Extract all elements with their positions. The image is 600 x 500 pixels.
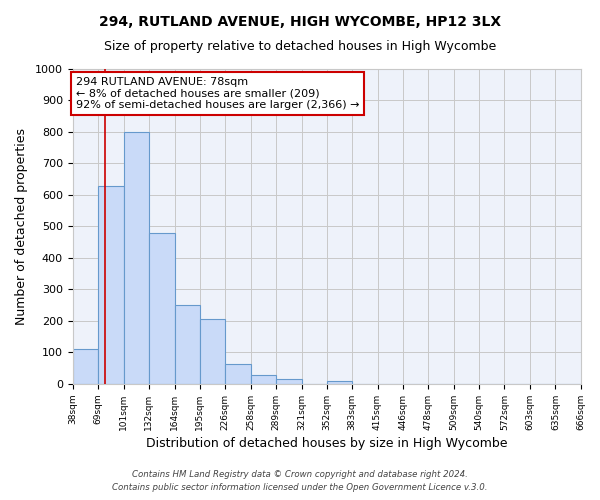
Bar [149,233,175,384]
Bar [98,186,124,384]
Text: 294, RUTLAND AVENUE, HIGH WYCOMBE, HP12 3LX: 294, RUTLAND AVENUE, HIGH WYCOMBE, HP12 … [99,15,501,29]
Bar [275,379,302,384]
Bar [175,305,200,384]
Text: Size of property relative to detached houses in High Wycombe: Size of property relative to detached ho… [104,40,496,53]
Bar [326,381,352,384]
Bar [251,375,275,384]
Bar [224,364,251,384]
Text: 294 RUTLAND AVENUE: 78sqm
← 8% of detached houses are smaller (209)
92% of semi-: 294 RUTLAND AVENUE: 78sqm ← 8% of detach… [76,77,359,110]
Y-axis label: Number of detached properties: Number of detached properties [15,128,28,325]
Text: Contains HM Land Registry data © Crown copyright and database right 2024.
Contai: Contains HM Land Registry data © Crown c… [112,470,488,492]
Bar [124,132,149,384]
X-axis label: Distribution of detached houses by size in High Wycombe: Distribution of detached houses by size … [146,437,508,450]
Bar [200,319,224,384]
Bar [73,350,98,384]
